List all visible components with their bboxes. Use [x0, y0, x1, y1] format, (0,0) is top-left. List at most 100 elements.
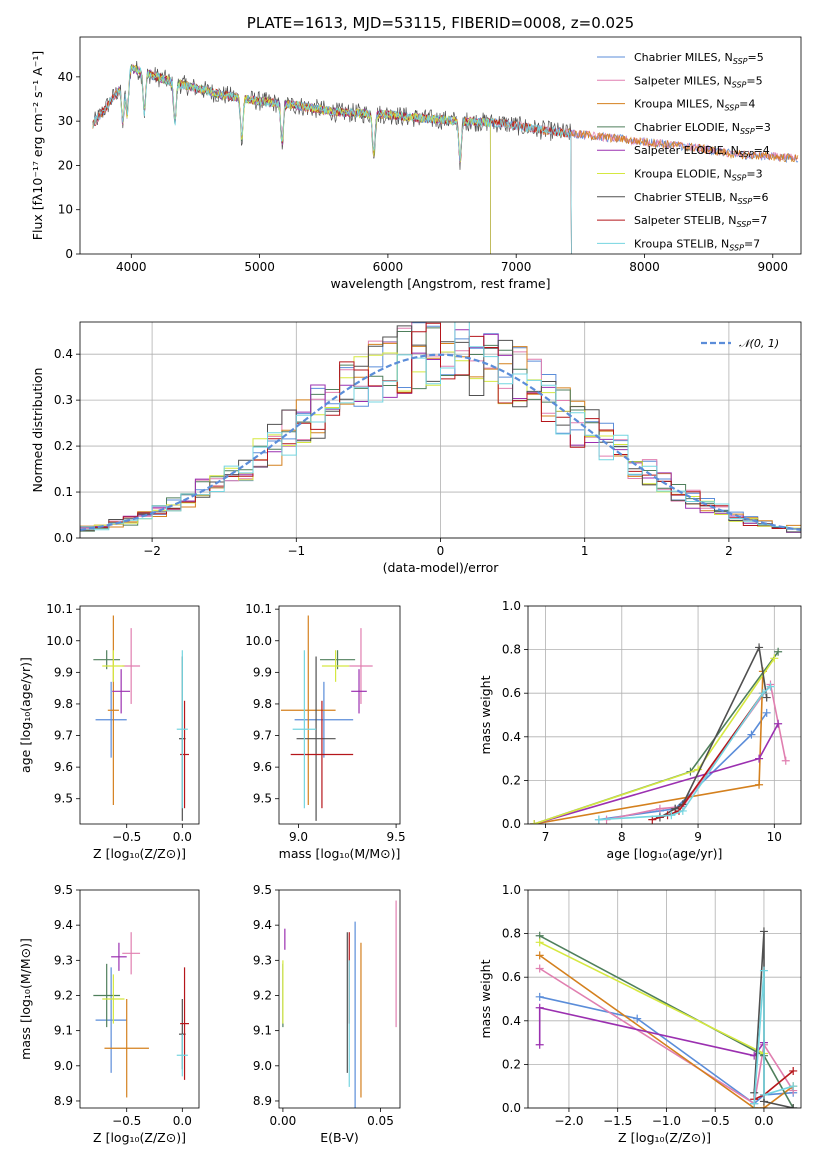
y-tick-label: 0.2: [502, 1057, 521, 1071]
weight-marker: [759, 966, 768, 975]
weight-marker: [535, 964, 544, 973]
axes-frame: [79, 889, 200, 1109]
weight-marker: [755, 643, 764, 652]
y-axis-label: Normed distribution: [30, 368, 45, 493]
nssp-subscript: SSP: [724, 104, 739, 113]
y-axis-label: mass weight: [478, 675, 493, 754]
y-tick-label: 0.6: [502, 970, 521, 984]
spectrum-line-chabrier-elodie: [118, 63, 491, 254]
x-tick-label: 8000: [629, 260, 660, 274]
nssp-subscript: SSP: [736, 220, 751, 229]
weight-marker: [530, 820, 539, 824]
weight-marker: [747, 730, 756, 739]
legend: Chabrier MILES, NSSP=5 Salpeter MILES, NS…: [597, 51, 771, 252]
nssp-value: 7: [760, 214, 767, 227]
nssp-value: 5: [757, 51, 764, 64]
chart-title: PLATE=1613, MJD=53115, FIBERID=0008, z=0…: [247, 14, 634, 32]
legend-name: Kroupa MILES: [634, 98, 709, 111]
errorbar-point-7: [180, 700, 189, 809]
weight-marker: [774, 647, 783, 656]
spectrum-line-kroupa-stelib: [92, 65, 572, 254]
y-axis-label: age [log₁₀(age/yr)]: [18, 657, 33, 773]
y-tick-label: 0.8: [502, 643, 521, 657]
errorbar-point-1: [349, 628, 373, 704]
y-tick-label: 9.0: [54, 1059, 73, 1073]
x-axis-label: Z [log₁₀(Z/Z⊙)]: [618, 1130, 711, 1145]
spectrum-line-salpeter-elodie: [118, 64, 491, 254]
legend-entry-normal: 𝒩(0, 1): [739, 337, 779, 350]
y-tick-label: 0.2: [502, 773, 521, 787]
legend-name: Kroupa STELIB: [634, 237, 714, 250]
y-tick-label: 9.5: [253, 792, 272, 806]
errorbar-point-5: [321, 650, 350, 682]
y-tick-label: 9.8: [253, 697, 272, 711]
y-tick-label: 9.8: [54, 697, 73, 711]
errorbar-point-2: [104, 999, 149, 1098]
y-tick-label: 20: [58, 158, 73, 172]
weight-marker: [750, 1099, 759, 1108]
y-tick-label: 0.4: [502, 1014, 521, 1028]
x-axis-label: mass [log₁₀(M/M⊙)]: [279, 846, 401, 861]
spectrum-line-chabrier-stelib: [92, 60, 572, 254]
nssp-prefix: N: [729, 191, 737, 204]
errorbar-point-1: [122, 932, 141, 975]
panel-mass-vs-EBV: 0.00 0.05 8.9 9.0 9.1 9.2 9.3 9.4 9.5 E(B-V): [253, 883, 401, 1145]
panel-age-vs-mass: 9.0 9.5 9.5 9.6 9.7 9.8 9.9 10.0 10.1 mass [log₁₀…: [245, 602, 405, 861]
axes-frame: [527, 889, 802, 1109]
x-tick-label: −0.5: [112, 830, 141, 844]
x-tick-label: −2.0: [554, 1114, 583, 1128]
weight-line-1: [606, 682, 787, 821]
y-tick-label: 9.9: [54, 665, 73, 679]
weight-marker: [781, 756, 790, 765]
weight-marker: [535, 951, 544, 960]
weight-marker: [755, 754, 764, 763]
y-tick-label: 9.5: [253, 883, 272, 897]
weight-marker: [759, 1090, 768, 1099]
x-tick-label: −0.5: [701, 1114, 730, 1128]
errorbar-point-4: [111, 942, 127, 971]
y-tick-label: 0: [65, 247, 73, 261]
y-tick-label: 0.3: [54, 393, 73, 407]
x-tick-label: 7000: [501, 260, 532, 274]
y-tick-label: 9.6: [54, 760, 73, 774]
weight-marker: [759, 927, 768, 936]
plot-area-age-vs-Z: [93, 615, 189, 821]
y-tick-label: 0.8: [502, 927, 521, 941]
y-tick-label: 9.2: [253, 988, 272, 1002]
weight-marker: [755, 780, 764, 789]
errorbar-point-8: [292, 650, 317, 809]
x-tick-label: −1.5: [603, 1114, 632, 1128]
weight-line-4: [538, 1006, 765, 1057]
spectrum-line-kroupa-elodie: [118, 64, 491, 254]
legend-entry: Salpeter MILES, NSSP=5: [634, 74, 763, 89]
errorbar-point-8: [176, 650, 188, 809]
nssp-prefix: N: [723, 74, 731, 87]
nssp-value: 5: [756, 74, 763, 87]
errorbar-point-5: [102, 650, 125, 682]
nssp-prefix: N: [725, 51, 733, 64]
weight-marker: [762, 693, 771, 702]
y-tick-label: 9.7: [54, 729, 73, 743]
axes-frame: [278, 889, 401, 1109]
weight-marker: [758, 689, 767, 698]
x-axis-label: (data-model)/error: [383, 560, 500, 575]
y-tick-label: 9.9: [253, 665, 272, 679]
errorbar-point-0: [95, 681, 127, 758]
y-tick-label: 10.1: [46, 602, 73, 616]
y-tick-label: 8.9: [54, 1094, 73, 1108]
panel-mass-vs-Z: −0.5 0.0 8.9 9.0 9.1 9.2 9.3 9.4 9.5 Z [log₁₀(Z/Z…: [18, 883, 200, 1145]
weight-line-3: [533, 651, 779, 824]
nssp-prefix: N: [716, 98, 724, 111]
plot-area-mass-weight-vs-age: [530, 643, 790, 824]
y-tick-label: 9.4: [253, 918, 272, 932]
errorbar-point-4: [112, 669, 131, 714]
errorbar-point-7: [290, 700, 354, 809]
nssp-subscript: SSP: [732, 174, 747, 183]
nssp-value: 3: [764, 121, 771, 134]
x-tick-label: 0.0: [173, 1114, 192, 1128]
y-tick-label: 1.0: [502, 883, 521, 897]
x-tick-label: 8: [618, 830, 626, 844]
x-tick-label: −2: [143, 544, 161, 558]
x-axis-label: Z [log₁₀(Z/Z⊙)]: [93, 1130, 186, 1145]
